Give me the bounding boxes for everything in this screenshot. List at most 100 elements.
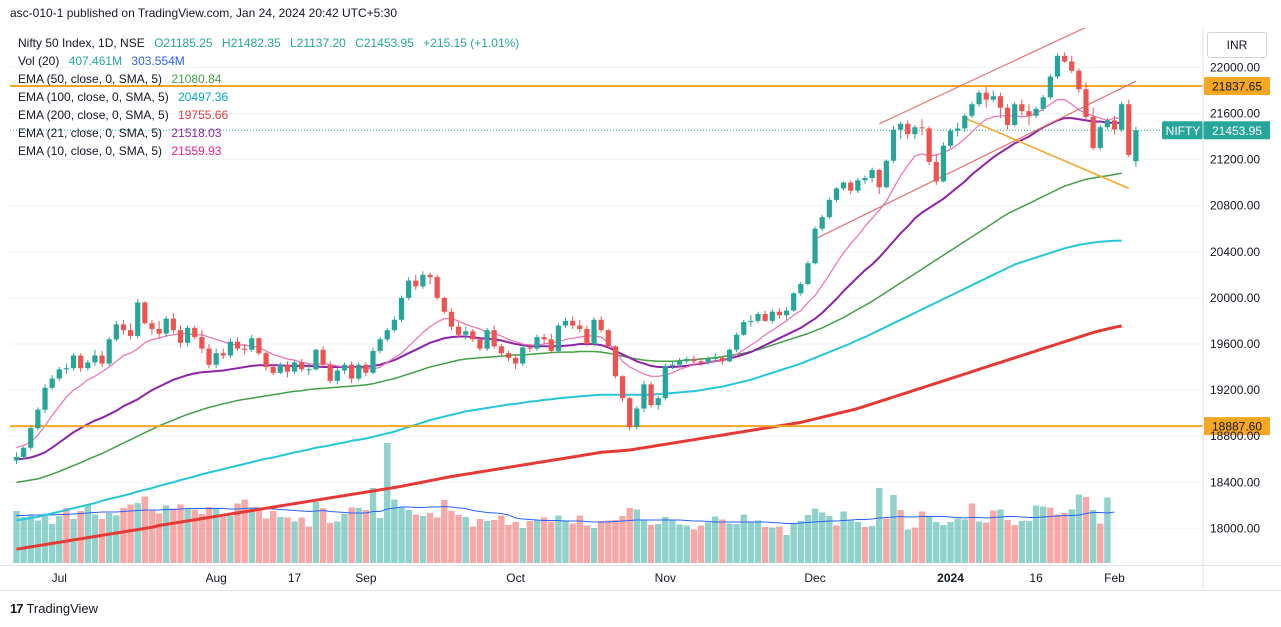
axes: 22000.00 21600.00 21200.00 20800.00 20400.00… [0, 28, 1281, 591]
candle-body [840, 182, 847, 189]
volume-bar [148, 510, 156, 563]
volume-bar [34, 520, 42, 563]
candle-body [1040, 97, 1046, 109]
volume-bar [1054, 514, 1061, 563]
candle-body [1097, 127, 1103, 149]
volume-bar [1075, 494, 1083, 563]
trendline-channel-lower [814, 80, 1137, 240]
candle-body [812, 228, 818, 264]
candle-body [127, 330, 134, 336]
ema-10-label: EMA (10, close, 0, SMA, 5) [18, 144, 163, 158]
volume-bar [940, 525, 947, 563]
volume-bar [590, 528, 598, 563]
volume-bar [662, 517, 669, 563]
candle-body [135, 302, 141, 336]
volume-bar [355, 508, 362, 563]
y-tick-label: 20800.00 [1210, 199, 1260, 213]
candle-body [1012, 104, 1018, 125]
candle-body [691, 358, 697, 362]
legend-ema-100-row: EMA (100, close, 0, SMA, 5) 20497.36 [18, 88, 519, 106]
legend-ema-50-row: EMA (50, close, 0, SMA, 5) 21080.84 [18, 70, 519, 88]
candle-body [1047, 76, 1053, 98]
volume-bar [1089, 510, 1097, 563]
volume-bar [726, 523, 733, 563]
volume-bar [234, 503, 241, 563]
volume-bar [647, 525, 655, 563]
candle-body [898, 123, 904, 130]
candle-body [1054, 55, 1061, 77]
volume-bar [512, 522, 519, 563]
candle-body [1026, 111, 1032, 116]
volume-bar [533, 520, 541, 563]
candle-body [905, 123, 911, 135]
candle-body [156, 329, 162, 334]
volume-bar [241, 499, 248, 563]
volume-bar [975, 521, 983, 563]
ema-10-line [16, 98, 1122, 449]
ema-100-label: EMA (100, close, 0, SMA, 5) [18, 90, 169, 104]
volume-bar [904, 529, 911, 563]
candle-body [890, 129, 897, 161]
candle-body [149, 323, 155, 330]
candle-body [391, 319, 397, 331]
volume-bar [548, 521, 555, 563]
currency-button[interactable]: INR [1207, 32, 1267, 58]
volume-bar [576, 515, 583, 563]
candle-body [199, 337, 205, 349]
volume-bar [619, 516, 626, 563]
candle-body [641, 384, 647, 409]
candle-body [933, 161, 939, 182]
candle-body [313, 349, 319, 370]
candle-body [562, 320, 569, 326]
volume-bar [298, 517, 305, 563]
candle-body [370, 350, 376, 373]
symbol-label: Nifty 50 Index, 1D, NSE [18, 36, 145, 50]
volume-bar [277, 517, 284, 563]
volume-bar [177, 504, 184, 563]
low-value: L21137.20 [289, 36, 346, 50]
volume-bar [890, 495, 897, 563]
candle-body [584, 329, 590, 344]
candle-body [206, 348, 212, 365]
candle-body [170, 318, 176, 331]
candle-body [21, 447, 27, 457]
volume-bar [134, 503, 141, 563]
candle-body [1062, 55, 1068, 62]
volume-bar [63, 508, 70, 563]
volume-bar [220, 517, 227, 563]
candle-body [698, 361, 704, 363]
candle-body [270, 367, 276, 373]
indicator-legend: Nifty 50 Index, 1D, NSE O21185.25 H21482… [18, 34, 519, 160]
volume-bar [291, 521, 298, 563]
candle-body [42, 387, 48, 410]
tradingview-logo[interactable]: 17 TradingView [10, 601, 98, 616]
volume-bar [405, 510, 412, 563]
candle-body [1083, 89, 1089, 117]
volume-bar [669, 519, 676, 563]
volume-bar [1040, 506, 1047, 563]
volume-bar [1097, 523, 1104, 563]
volume-bars [13, 443, 1115, 563]
volume-bar [113, 515, 120, 563]
volume-bar [376, 518, 384, 563]
volume-bar [426, 513, 434, 563]
volume-bar [284, 517, 291, 563]
volume-bar [348, 507, 355, 563]
volume-bar [398, 507, 405, 563]
volume-bar [826, 516, 833, 563]
volume-bar [847, 520, 854, 563]
candle-body [163, 318, 169, 334]
legend-main-row: Nifty 50 Index, 1D, NSE O21185.25 H21482… [18, 34, 519, 52]
candle-body [805, 263, 811, 285]
candle-body [919, 127, 925, 129]
volume-bar [505, 525, 512, 563]
volume-bar [790, 523, 797, 563]
candle-body [448, 311, 455, 327]
candle-body [684, 358, 690, 362]
candle-body [341, 364, 348, 371]
candle-body [862, 178, 868, 181]
candle-body [413, 280, 419, 287]
volume-bar [540, 517, 548, 563]
volume-bar [776, 526, 783, 563]
